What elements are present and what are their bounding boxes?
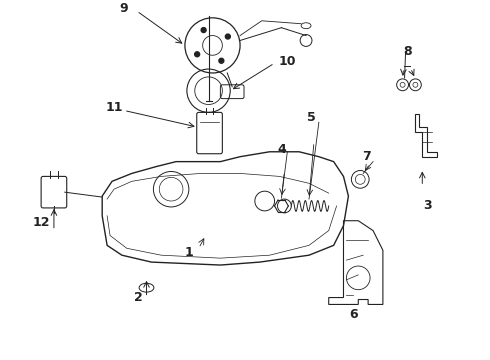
Text: 7: 7 [362, 150, 370, 163]
Circle shape [195, 52, 199, 57]
Text: 6: 6 [349, 308, 358, 321]
Text: 8: 8 [403, 45, 412, 58]
Text: 11: 11 [105, 101, 123, 114]
Circle shape [219, 58, 224, 63]
Text: 4: 4 [277, 143, 286, 156]
Text: 12: 12 [32, 216, 50, 229]
Circle shape [201, 28, 206, 32]
Text: 9: 9 [120, 3, 128, 15]
Text: 2: 2 [134, 291, 143, 304]
Text: 1: 1 [184, 246, 193, 259]
Circle shape [225, 34, 230, 39]
Text: 5: 5 [307, 111, 316, 124]
Text: 10: 10 [279, 55, 296, 68]
Text: 3: 3 [423, 199, 432, 212]
